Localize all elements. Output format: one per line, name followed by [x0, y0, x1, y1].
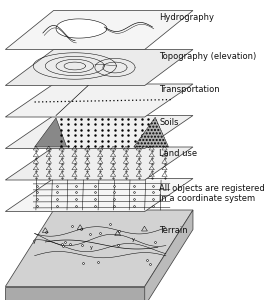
Polygon shape	[5, 84, 193, 117]
Polygon shape	[5, 210, 193, 286]
Text: y: y	[90, 245, 92, 250]
Polygon shape	[145, 210, 193, 300]
Polygon shape	[35, 118, 67, 147]
Text: Topography (elevation): Topography (elevation)	[159, 52, 257, 61]
Polygon shape	[56, 19, 107, 38]
Polygon shape	[5, 286, 145, 300]
Polygon shape	[5, 147, 193, 180]
Text: Hydrography: Hydrography	[159, 14, 214, 22]
Polygon shape	[5, 116, 193, 148]
Text: Transportation: Transportation	[159, 85, 220, 94]
Text: y: y	[132, 238, 135, 242]
Text: Terrain: Terrain	[159, 226, 188, 235]
Polygon shape	[5, 11, 193, 50]
Text: Soils: Soils	[159, 118, 179, 127]
Polygon shape	[134, 117, 169, 147]
Polygon shape	[5, 178, 193, 212]
Text: All objects are registered
in a coordinate system: All objects are registered in a coordina…	[159, 184, 265, 203]
Text: y: y	[33, 239, 36, 244]
Polygon shape	[5, 50, 193, 86]
Text: Land use: Land use	[159, 149, 198, 158]
